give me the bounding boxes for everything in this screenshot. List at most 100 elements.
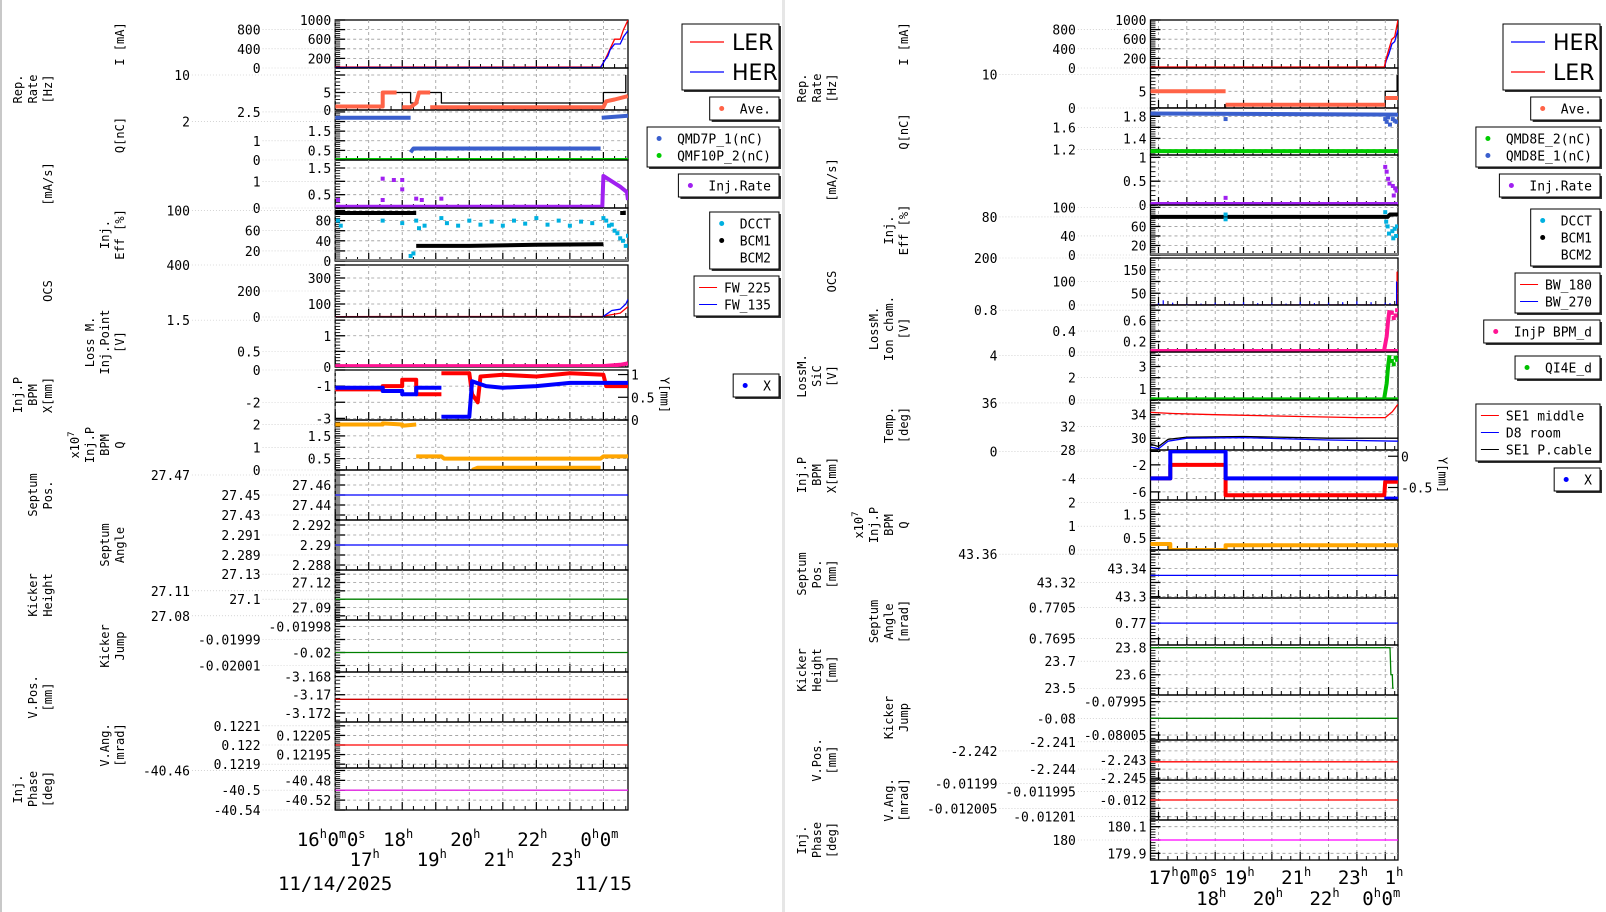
time-tick-label: 18h bbox=[383, 827, 413, 851]
y-tick-label: 150 bbox=[1123, 264, 1146, 279]
y-tick-label: 0 bbox=[323, 255, 331, 270]
series-dcct-point bbox=[1392, 226, 1397, 231]
y-tick-label: -0.02001 bbox=[198, 660, 261, 675]
y-tick-label: 0.5 bbox=[1123, 532, 1146, 547]
y-tick-label: 300 bbox=[308, 272, 331, 287]
series-trace-point bbox=[1391, 193, 1396, 198]
y-axis-label: [mrad] bbox=[113, 723, 127, 766]
y-axis-label: [Hz] bbox=[825, 74, 839, 103]
y-tick-label: -0.01999 bbox=[198, 634, 261, 649]
legend-dot-swatch bbox=[1524, 365, 1530, 370]
y-tick-label: 1 bbox=[253, 441, 261, 456]
y-axis-label: Kicker bbox=[98, 624, 112, 667]
time-tick-number: 21 bbox=[1281, 867, 1304, 889]
series-qmd7p-1-nc--line bbox=[335, 113, 628, 154]
series-dcct-point bbox=[606, 223, 611, 228]
y-tick-label: -2.243 bbox=[1100, 754, 1147, 769]
legend-label: DCCT bbox=[740, 218, 771, 233]
legend-label: SE1 P.cable bbox=[1506, 444, 1592, 459]
y-axis-label: Jump bbox=[113, 632, 127, 661]
y-axis-label: [mm] bbox=[41, 683, 55, 712]
series-dcct-point bbox=[1223, 212, 1228, 217]
panel-v-ang-mrad-: -0.01201 -0.012005 -0.012 -0.011995 -0.01199… bbox=[882, 777, 1399, 826]
y-tick-label: -40.54 bbox=[214, 804, 261, 819]
legend-box bbox=[693, 275, 780, 317]
y-axis-label: Q bbox=[897, 521, 911, 528]
y-axis-label: [Hz] bbox=[41, 75, 55, 104]
series-group bbox=[335, 361, 628, 367]
y-tick-label: 0 bbox=[253, 464, 261, 479]
y-axis-label: Inj.P bbox=[867, 507, 881, 543]
series-group bbox=[335, 113, 628, 160]
series-trace-point bbox=[1389, 358, 1394, 363]
time-tick-unit: h bbox=[540, 827, 547, 841]
y-axis-label: Q[nC] bbox=[897, 113, 911, 149]
y-tick-label: 0.5 bbox=[1123, 175, 1146, 190]
time-tick-number: 1 bbox=[1385, 867, 1396, 889]
series-trace-point bbox=[1393, 186, 1398, 191]
series-her-line bbox=[335, 30, 628, 68]
series-group bbox=[1150, 403, 1398, 450]
legend-label: HER bbox=[1553, 31, 1599, 56]
y-tick-label: 100 bbox=[1052, 201, 1075, 216]
series-trace-point bbox=[439, 196, 444, 201]
time-tick-number: 22 bbox=[1309, 888, 1332, 910]
time-tick-unit: h bbox=[507, 847, 514, 861]
legend-box bbox=[1498, 173, 1601, 198]
y-tick-label: 0.2 bbox=[1123, 336, 1146, 351]
series-dcct-point bbox=[579, 219, 584, 224]
panel-loss-m-inj-point-v-: 0 0.5 1 1.5 Loss M. Inj.Point [V] bbox=[83, 309, 629, 376]
y-axis-label: LossM. bbox=[867, 307, 881, 350]
panel-kicker-jump: -0.02001 -0.02 -0.01999 -0.01998 Kicker Jump bbox=[98, 619, 629, 675]
series-dcct-point bbox=[1394, 233, 1398, 238]
series-trace-point bbox=[1383, 164, 1388, 169]
series-group bbox=[335, 75, 628, 110]
y-multiplier-exponent: 7 bbox=[851, 511, 861, 516]
series-ave--line bbox=[1150, 89, 1398, 107]
y-tick-label: 43.36 bbox=[958, 548, 997, 563]
y-tick-label: 23.6 bbox=[1115, 669, 1146, 684]
y-tick-label: 1 bbox=[1068, 520, 1076, 535]
y-tick-label: 1.8 bbox=[1123, 110, 1146, 125]
series-dcct-point bbox=[422, 223, 427, 228]
legend: HER LER bbox=[1502, 23, 1602, 92]
y-axis-label: Pos. bbox=[41, 481, 55, 510]
y-axis-label: Eff [%] bbox=[113, 209, 127, 260]
series-dcct-point bbox=[511, 218, 516, 223]
y-tick-label: 200 bbox=[237, 285, 260, 300]
series-dcct-point bbox=[338, 223, 343, 228]
series-trace-point bbox=[1393, 355, 1398, 360]
y-tick-label: -0.02 bbox=[292, 647, 331, 662]
y-tick-label: -1 bbox=[316, 380, 332, 395]
y-axis-label: Inj. bbox=[795, 826, 809, 855]
series-trace-point bbox=[1383, 117, 1388, 122]
y-tick-label: 1.5 bbox=[308, 162, 331, 177]
y-axis-label: LossM. bbox=[795, 354, 809, 397]
time-tick-number: 18 bbox=[1196, 888, 1219, 910]
panel-inj-p-bpm-q: 0 0.5 1 1.5 2 x107 Inj.P BPM Q bbox=[851, 496, 1399, 559]
series-group bbox=[335, 174, 628, 208]
y-tick-label: -40.52 bbox=[284, 794, 331, 809]
y-tick-label: 0.8 bbox=[974, 304, 997, 319]
time-tick-label: 22h bbox=[1309, 886, 1339, 910]
time-tick-number: 0 bbox=[328, 829, 339, 851]
y-tick-label: 23.5 bbox=[1045, 682, 1076, 697]
series-trace-point bbox=[1387, 181, 1392, 186]
y-tick-label: 0 bbox=[1068, 62, 1076, 77]
y-axis-label: [mm] bbox=[825, 560, 839, 589]
legend-label: Ave. bbox=[740, 103, 771, 118]
legend: DCCT BCM1 BCM2 bbox=[1530, 208, 1602, 268]
time-tick-number: 0 bbox=[347, 829, 358, 851]
y-axis-label: Q[nC] bbox=[113, 117, 127, 153]
panel-i-ma-: 0 200 400 600 800 1000 I [mA] LER HER bbox=[113, 14, 781, 92]
time-tick-label: 17h 0m 0s bbox=[1148, 865, 1217, 889]
y-tick-label: 100 bbox=[166, 205, 189, 220]
y-tick-label: 800 bbox=[237, 24, 260, 39]
y-tick-label: 0 bbox=[990, 445, 998, 460]
y-axis-label: Ion cham. bbox=[882, 296, 896, 361]
series-trace-point bbox=[1387, 122, 1392, 127]
series-trace-line bbox=[1382, 309, 1392, 350]
series-se1-p-cable-line bbox=[1150, 435, 1398, 448]
time-tick-number: 23 bbox=[1338, 867, 1361, 889]
y-tick-label: 100 bbox=[308, 298, 331, 313]
